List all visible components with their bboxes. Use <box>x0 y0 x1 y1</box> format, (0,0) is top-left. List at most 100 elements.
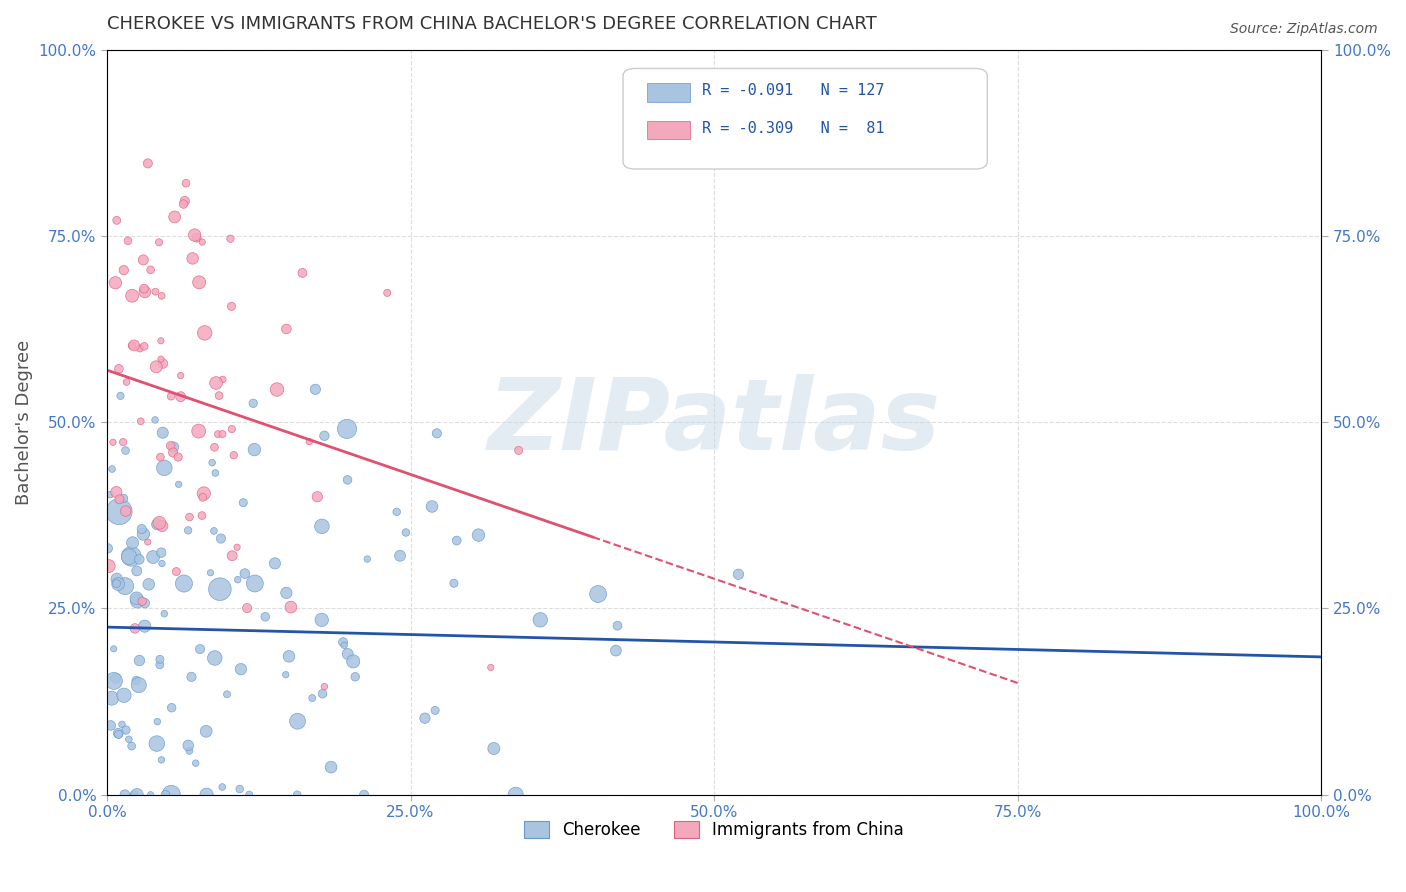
Cherokee <box>314 429 336 443</box>
Text: ZIPatlas: ZIPatlas <box>488 374 941 471</box>
Cherokee <box>152 425 174 440</box>
Cherokee <box>311 613 333 627</box>
Cherokee <box>120 549 142 564</box>
Cherokee <box>333 638 356 652</box>
Cherokee <box>132 527 155 541</box>
Cherokee <box>107 726 129 740</box>
Immigrants from China <box>159 439 181 453</box>
Immigrants from China <box>508 443 530 458</box>
Cherokee <box>311 519 333 533</box>
Immigrants from China <box>105 485 128 500</box>
Immigrants from China <box>143 285 166 299</box>
Immigrants from China <box>149 450 172 464</box>
Cherokee <box>139 788 162 802</box>
Cherokee <box>389 549 412 563</box>
Immigrants from China <box>207 427 229 442</box>
Immigrants from China <box>188 276 211 290</box>
Cherokee <box>344 670 367 684</box>
Cherokee <box>243 576 266 591</box>
Immigrants from China <box>479 660 502 674</box>
Cherokee <box>336 647 359 661</box>
Cherokee <box>195 724 218 739</box>
Text: Source: ZipAtlas.com: Source: ZipAtlas.com <box>1230 22 1378 37</box>
Immigrants from China <box>222 448 245 462</box>
Immigrants from China <box>280 600 302 615</box>
Immigrants from China <box>291 266 314 280</box>
Immigrants from China <box>122 338 145 352</box>
Cherokee <box>107 727 129 741</box>
Immigrants from China <box>179 510 201 524</box>
Cherokee <box>100 718 122 732</box>
Cherokee <box>200 566 222 580</box>
Cherokee <box>242 396 264 410</box>
Cherokee <box>529 613 551 627</box>
Immigrants from China <box>108 361 131 376</box>
Cherokee <box>204 466 226 480</box>
Cherokee <box>98 487 121 501</box>
Cherokee <box>110 389 132 403</box>
Cherokee <box>127 594 149 608</box>
Immigrants from China <box>121 338 143 352</box>
Cherokee <box>125 788 148 802</box>
Legend: Cherokee, Immigrants from China: Cherokee, Immigrants from China <box>517 814 911 846</box>
Cherokee <box>238 788 260 802</box>
Cherokee <box>336 473 359 487</box>
Immigrants from China <box>145 359 167 374</box>
Cherokee <box>180 670 202 684</box>
Immigrants from China <box>208 389 231 403</box>
Cherokee <box>209 532 232 546</box>
Immigrants from China <box>97 559 120 574</box>
FancyBboxPatch shape <box>623 69 987 169</box>
Cherokee <box>128 678 150 692</box>
Cherokee <box>150 557 173 571</box>
Immigrants from China <box>191 235 214 249</box>
Cherokee <box>201 456 224 470</box>
Immigrants from China <box>298 434 321 449</box>
Cherokee <box>138 577 160 591</box>
Immigrants from China <box>132 282 155 296</box>
Cherokee <box>195 788 218 802</box>
Immigrants from China <box>136 156 159 170</box>
Cherokee <box>211 780 233 794</box>
Cherokee <box>134 619 156 633</box>
Immigrants from China <box>187 424 209 438</box>
Immigrants from China <box>149 334 172 348</box>
Cherokee <box>125 564 148 578</box>
Cherokee <box>153 460 176 475</box>
Cherokee <box>606 618 628 632</box>
Immigrants from China <box>139 263 162 277</box>
Immigrants from China <box>193 486 215 500</box>
Cherokee <box>336 422 359 436</box>
Cherokee <box>304 382 326 396</box>
Bar <box>647 83 690 102</box>
Immigrants from China <box>165 565 187 579</box>
Immigrants from China <box>276 322 298 336</box>
Immigrants from China <box>148 235 170 250</box>
Cherokee <box>112 688 135 702</box>
Cherokee <box>229 662 252 676</box>
Immigrants from China <box>134 285 156 299</box>
Cherokee <box>105 576 128 591</box>
Cherokee <box>228 782 250 797</box>
Cherokee <box>118 549 141 564</box>
Cherokee <box>188 642 211 657</box>
Cherokee <box>482 741 505 756</box>
Immigrants from China <box>150 289 173 303</box>
Immigrants from China <box>101 435 124 450</box>
Cherokee <box>179 744 201 758</box>
Cherokee <box>122 788 145 802</box>
Immigrants from China <box>183 228 205 243</box>
Cherokee <box>143 413 166 427</box>
Cherokee <box>385 505 408 519</box>
Cherokee <box>233 566 256 581</box>
Text: CHEROKEE VS IMMIGRANTS FROM CHINA BACHELOR'S DEGREE CORRELATION CHART: CHEROKEE VS IMMIGRANTS FROM CHINA BACHEL… <box>107 15 877 33</box>
Cherokee <box>446 533 468 548</box>
Cherokee <box>121 739 143 753</box>
Immigrants from China <box>112 435 135 450</box>
Cherokee <box>134 596 156 610</box>
Cherokee <box>177 524 200 538</box>
Cherokee <box>215 687 238 701</box>
Cherokee <box>115 723 138 737</box>
Immigrants from China <box>173 194 195 208</box>
Cherokee <box>149 652 172 666</box>
